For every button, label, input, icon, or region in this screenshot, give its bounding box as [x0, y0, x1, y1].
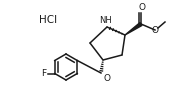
Polygon shape	[125, 23, 142, 35]
Text: HCl: HCl	[39, 15, 57, 25]
Text: O: O	[152, 26, 159, 35]
Text: F: F	[42, 69, 47, 78]
Text: O: O	[103, 74, 110, 83]
Text: O: O	[139, 3, 146, 12]
Text: NH: NH	[100, 16, 112, 25]
